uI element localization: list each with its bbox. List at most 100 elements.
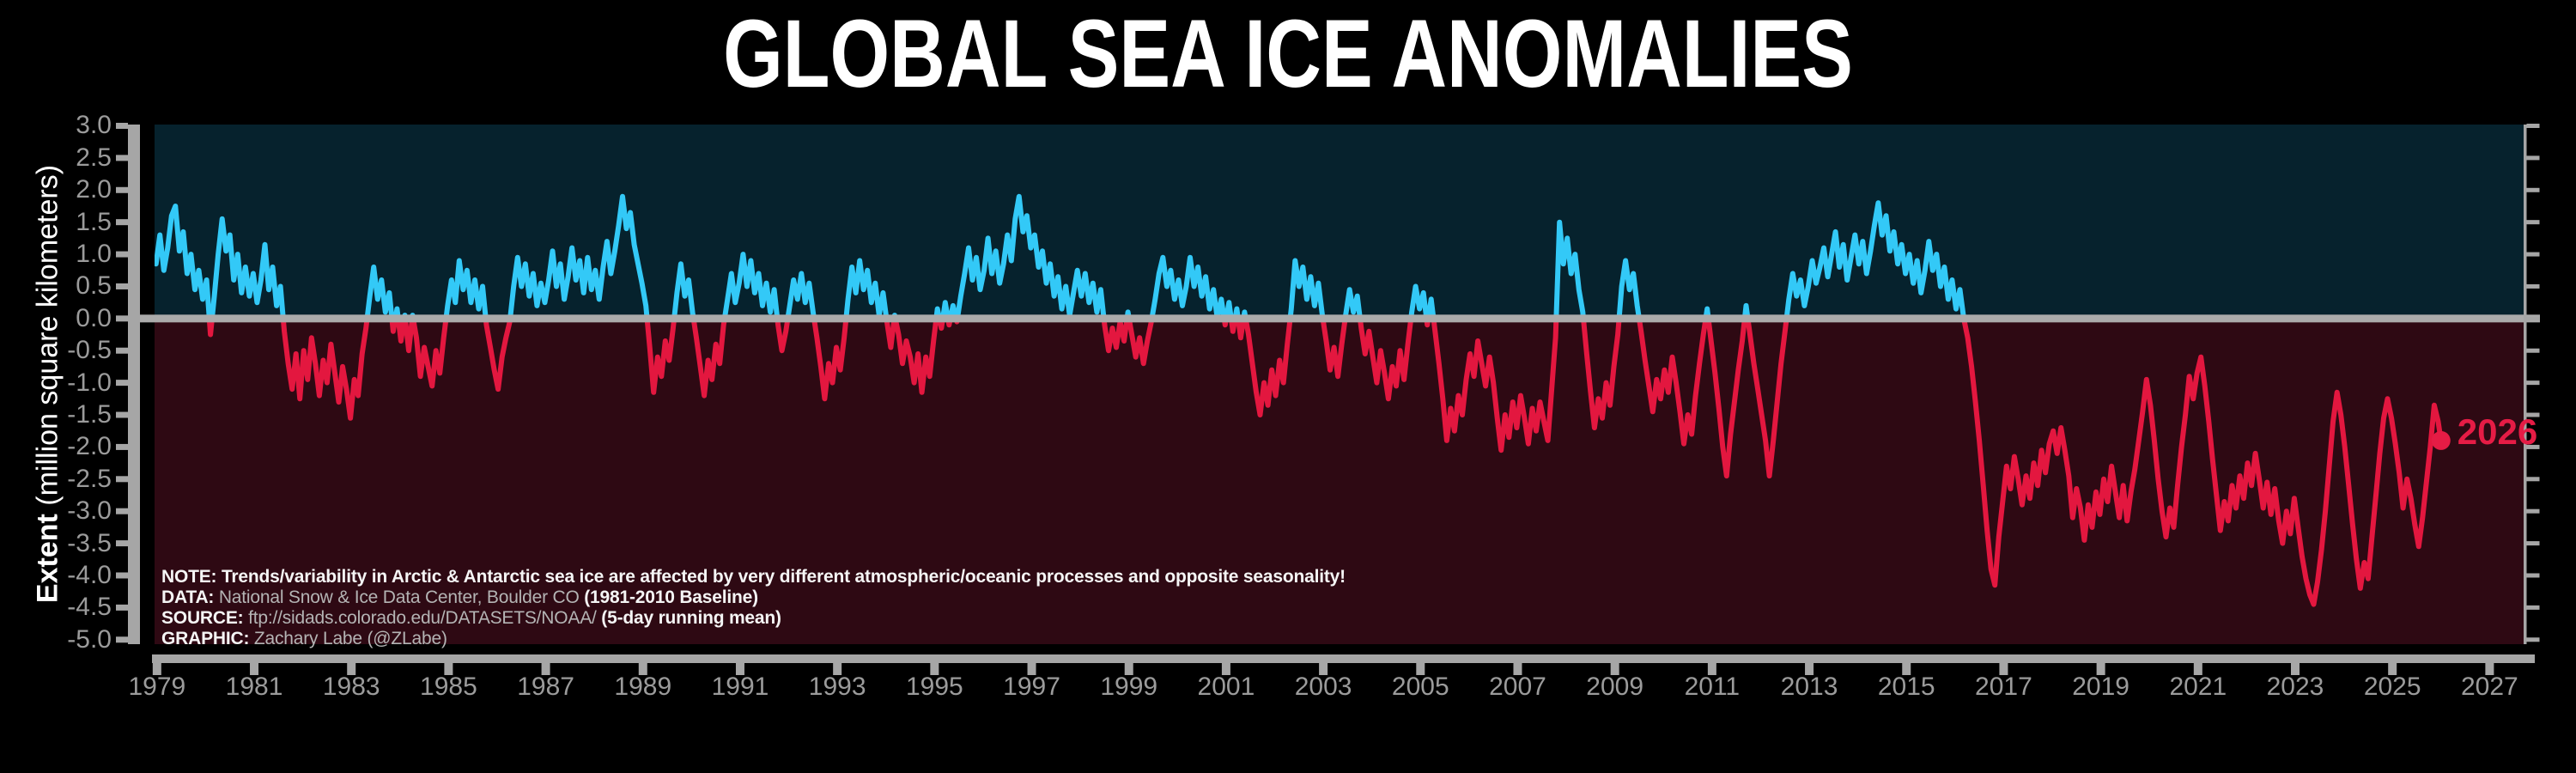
y-tick-left: [116, 508, 128, 514]
y-tick-label: -4.0: [67, 560, 112, 589]
x-tick-label: 2001: [1197, 673, 1255, 701]
source-mean: (5-day running mean): [601, 608, 781, 628]
x-tick: [833, 654, 842, 675]
graphic-text: Zachary Labe (@ZLabe): [249, 629, 447, 648]
x-tick: [1416, 654, 1425, 675]
x-tick-label: 1981: [225, 673, 283, 701]
y-tick-right: [2526, 380, 2540, 386]
y-tick-right: [2526, 637, 2540, 642]
source-label: SOURCE:: [161, 608, 244, 628]
x-tick: [2291, 654, 2300, 675]
note-text: Trends/variability in Arctic & Antarctic…: [216, 567, 1346, 587]
y-tick-left: [116, 411, 128, 418]
x-tick-label: 2027: [2461, 673, 2518, 701]
y-tick-label: -1.5: [67, 400, 112, 429]
x-tick-label: 1987: [517, 673, 574, 701]
x-tick: [1610, 654, 1619, 675]
y-tick-left: [116, 186, 128, 193]
y-tick-label: -4.5: [67, 593, 112, 622]
series-line-negative: [206, 318, 2444, 607]
y-tick-right: [2526, 123, 2540, 128]
x-tick-label: 1983: [322, 673, 380, 701]
x-tick-label: 1997: [1003, 673, 1060, 701]
y-tick-right: [2526, 605, 2540, 610]
x-tick: [541, 654, 550, 675]
y-axis-spine-right: [2524, 125, 2527, 644]
y-tick-label: -0.5: [67, 336, 112, 365]
x-tick-label: 1989: [614, 673, 672, 701]
x-tick-label: 2003: [1294, 673, 1352, 701]
x-tick-label: 1991: [711, 673, 769, 701]
x-tick-label: 2005: [1391, 673, 1449, 701]
x-tick-label: 2021: [2169, 673, 2227, 701]
x-tick: [2485, 654, 2494, 675]
note-line-note: NOTE: Trends/variability in Arctic & Ant…: [161, 567, 1346, 587]
x-axis-spine: [152, 654, 2535, 663]
y-tick-left: [116, 476, 128, 483]
y-tick-label: 2.0: [76, 175, 112, 204]
plot-painted-layer: [116, 122, 2540, 675]
y-tick-left: [116, 122, 128, 129]
page-title: GLOBAL SEA ICE ANOMALIES: [723, 0, 1853, 107]
x-tick-label: 2007: [1489, 673, 1546, 701]
y-tick-right: [2526, 252, 2540, 257]
data-label: DATA:: [161, 587, 215, 607]
x-tick: [1513, 654, 1522, 675]
x-tick-label: 1985: [420, 673, 477, 701]
zero-line: [128, 314, 2540, 323]
x-tick-label: 2019: [2072, 673, 2129, 701]
y-tick-right: [2526, 477, 2540, 482]
y-tick-right: [2526, 187, 2540, 192]
x-tick: [1221, 654, 1230, 675]
y-tick-left: [116, 315, 128, 322]
y-tick-left: [116, 604, 128, 611]
y-tick-left: [116, 443, 128, 450]
x-tick-label: 1995: [905, 673, 963, 701]
note-line-data: DATA: National Snow & Ice Data Center, B…: [161, 587, 1346, 608]
x-tick: [152, 654, 161, 675]
y-tick-label: -5.0: [67, 624, 112, 654]
x-tick-label: 2023: [2266, 673, 2324, 701]
x-tick: [250, 654, 259, 675]
notes-block: NOTE: Trends/variability in Arctic & Ant…: [161, 567, 1346, 649]
source-text: ftp://sidads.colorado.edu/DATASETS/NOAA/: [243, 608, 602, 628]
y-tick-label: 0.0: [76, 303, 112, 332]
x-tick: [1805, 654, 1814, 675]
y-tick-label: -3.5: [67, 528, 112, 557]
y-tick-right: [2526, 508, 2540, 514]
y-tick-left: [116, 572, 128, 579]
x-tick: [347, 654, 356, 675]
x-tick: [2388, 654, 2397, 675]
y-tick-left: [116, 219, 128, 226]
y-axis-spine-left: [128, 125, 140, 644]
x-tick: [735, 654, 744, 675]
x-tick: [1902, 654, 1911, 675]
series-end-dot: [2431, 430, 2451, 450]
x-tick-label: 2013: [1780, 673, 1838, 701]
y-tick-right: [2526, 283, 2540, 289]
note-line-graphic: GRAPHIC: Zachary Labe (@ZLabe): [161, 629, 1346, 649]
y-tick-left: [116, 636, 128, 643]
y-tick-right: [2526, 412, 2540, 417]
graphic-label: GRAPHIC:: [161, 629, 250, 648]
x-tick: [2096, 654, 2105, 675]
y-tick-label: 1.0: [76, 240, 112, 269]
x-tick: [1027, 654, 1036, 675]
y-tick-right: [2526, 541, 2540, 546]
plot-bg-positive: [155, 125, 2524, 319]
x-tick-label: 2011: [1684, 673, 1741, 701]
y-tick-label: -1.0: [67, 368, 112, 397]
x-tick-label: 2015: [1877, 673, 1935, 701]
y-tick-label: 1.5: [76, 207, 112, 236]
x-tick: [1999, 654, 2008, 675]
y-tick-left: [116, 347, 128, 354]
y-tick-right: [2526, 220, 2540, 225]
y-tick-right: [2526, 573, 2540, 578]
x-tick-label: 1999: [1100, 673, 1158, 701]
series-line-positive: [155, 193, 1967, 319]
y-tick-right: [2526, 444, 2540, 449]
y-tick-right: [2526, 155, 2540, 161]
x-tick-label: 2017: [1975, 673, 2032, 701]
